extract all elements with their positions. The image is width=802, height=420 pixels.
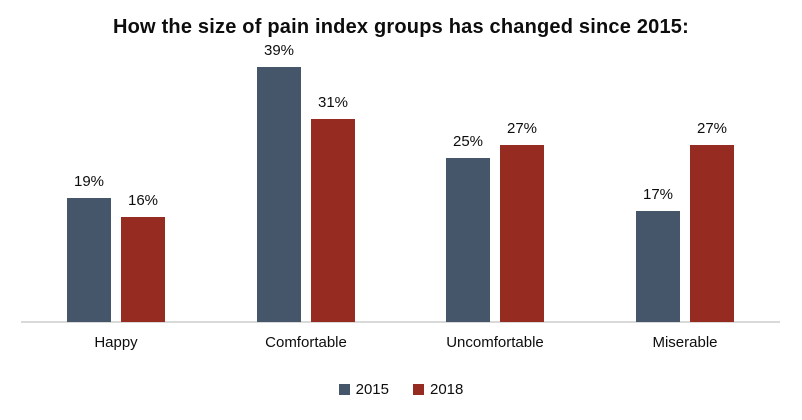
category-label-comfortable: Comfortable	[265, 334, 347, 351]
bar-value-label: 17%	[642, 186, 674, 203]
legend-swatch-2015-icon	[338, 384, 350, 395]
bar-value-label: 25%	[452, 133, 484, 150]
bar-2015-happy	[67, 198, 111, 322]
bar-2015-comfortable	[257, 67, 301, 322]
bar-2015-miserable	[636, 211, 680, 322]
bar-value-label: 27%	[696, 120, 728, 137]
bar-value-label: 31%	[317, 94, 349, 111]
bar-value-label: 16%	[127, 192, 159, 209]
bar-value-label: 19%	[73, 173, 105, 190]
category-label-miserable: Miserable	[652, 334, 718, 351]
bar-2018-miserable	[690, 145, 734, 322]
category-label-uncomfortable: Uncomfortable	[446, 334, 544, 351]
legend-label-2015: 2015	[355, 381, 389, 398]
chart-title: How the size of pain index groups has ch…	[113, 16, 689, 38]
plot-area: 19% 16% Happy 39% 31% Comfortable 25% 27% Uncomf…	[21, 43, 780, 351]
bar-2015-uncomfortable	[446, 158, 490, 322]
category-label-happy: Happy	[94, 334, 138, 351]
legend: 2015 2018	[0, 381, 802, 398]
legend-swatch-2018-icon	[413, 384, 424, 395]
legend-item-2015: 2015	[338, 381, 389, 398]
bar-value-label: 39%	[263, 42, 295, 59]
bar-2018-happy	[121, 217, 165, 322]
x-axis-line	[21, 321, 780, 323]
bar-value-label: 27%	[506, 120, 538, 137]
legend-item-2018: 2018	[413, 381, 463, 398]
legend-label-2018: 2018	[430, 381, 464, 398]
bar-2018-comfortable	[311, 119, 355, 322]
bar-2018-uncomfortable	[500, 145, 544, 322]
